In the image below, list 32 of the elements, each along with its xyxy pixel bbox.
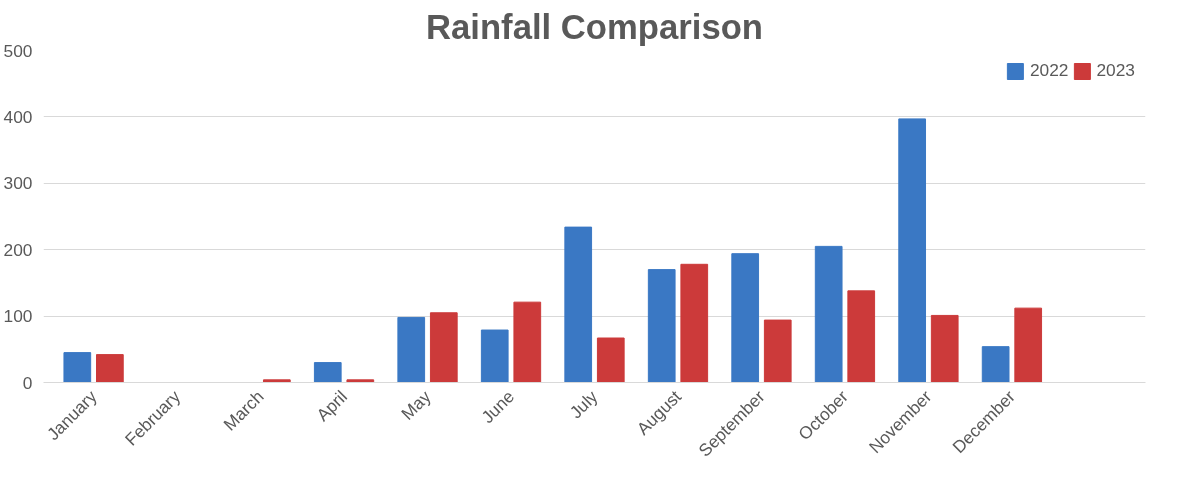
x-tick-label: July <box>565 386 602 423</box>
bar <box>847 290 876 383</box>
y-tick-label: 100 <box>3 306 33 327</box>
y-tick-label: 400 <box>3 106 33 127</box>
bar <box>1014 307 1043 383</box>
bar <box>63 352 92 383</box>
bar <box>731 253 760 383</box>
y-tick-label: 200 <box>3 239 33 260</box>
chart-title: Rainfall Comparison <box>426 7 764 46</box>
bar <box>981 346 1010 383</box>
x-tick-label: May <box>397 386 435 424</box>
bar <box>930 314 959 383</box>
y-tick-label: 0 <box>22 372 33 393</box>
y-tick-label: 300 <box>3 173 33 194</box>
bar <box>898 118 927 383</box>
bar <box>480 329 509 383</box>
bar <box>313 362 342 383</box>
bar <box>513 301 542 383</box>
bar <box>429 312 458 383</box>
bar <box>647 269 676 383</box>
bar <box>814 245 843 383</box>
bar <box>346 379 375 383</box>
bar <box>564 226 593 383</box>
bar <box>763 319 792 383</box>
bar <box>397 316 426 383</box>
bar <box>596 337 625 383</box>
bar <box>262 379 291 383</box>
legend-label: 2022 <box>1029 60 1069 81</box>
bar <box>96 354 124 383</box>
legend-label: 2023 <box>1096 60 1135 81</box>
bar <box>680 263 709 383</box>
y-tick-label: 500 <box>3 40 33 61</box>
